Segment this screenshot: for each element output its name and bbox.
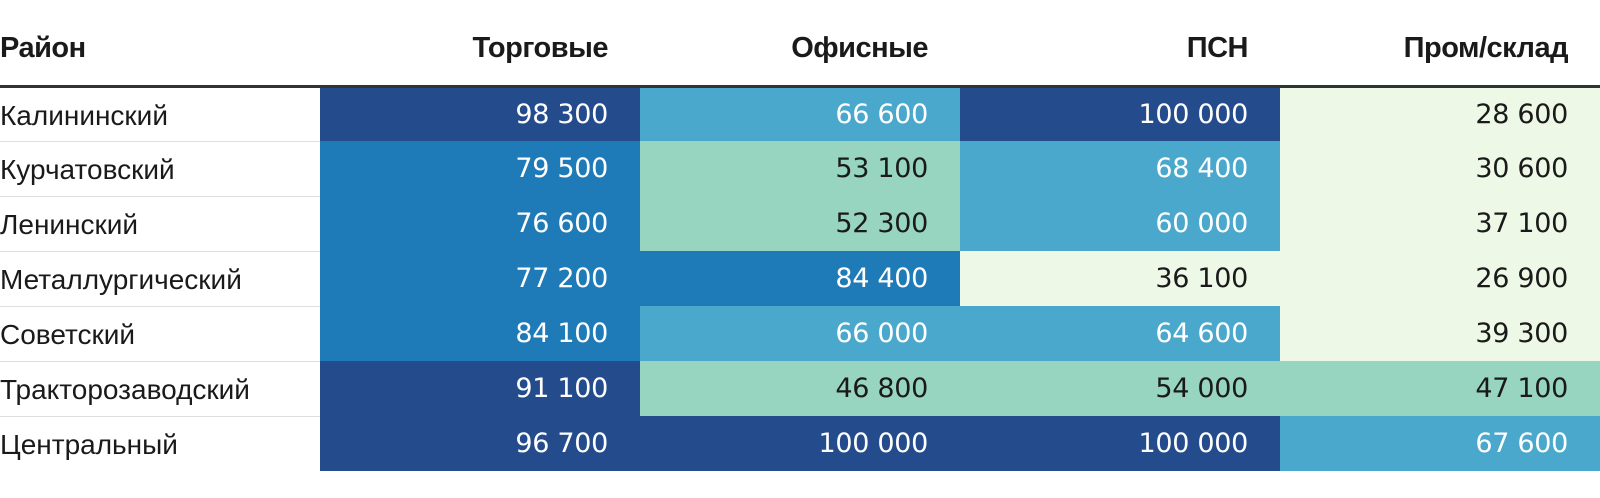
value-cell: 100 000 — [960, 416, 1280, 471]
district-name: Калининский — [0, 86, 320, 142]
value-cell: 53 100 — [640, 141, 960, 196]
table-row: Ленинский 76 600 52 300 60 000 37 100 — [0, 196, 1600, 252]
district-name: Курчатовский — [0, 141, 320, 197]
value-cell: 66 600 — [640, 86, 960, 141]
column-header-district[interactable]: Район — [0, 0, 320, 88]
value-cell: 67 600 — [1280, 416, 1600, 471]
value-cell: 60 000 — [960, 196, 1280, 251]
table-row: Тракторозаводский 91 100 46 800 54 000 47 10… — [0, 361, 1600, 417]
value-cell: 100 000 — [960, 86, 1280, 141]
header-row: Район Торговые Офисные ПСН Пром/склад — [0, 0, 1600, 88]
column-header-office[interactable]: Офисные — [640, 0, 960, 88]
value-cell: 100 000 — [640, 416, 960, 471]
value-cell: 84 100 — [320, 306, 640, 361]
value-cell: 39 300 — [1280, 306, 1600, 361]
value-cell: 98 300 — [320, 86, 640, 141]
table-row: Калининский 98 300 66 600 100 000 28 600 — [0, 86, 1600, 142]
district-name: Ленинский — [0, 196, 320, 252]
value-cell: 96 700 — [320, 416, 640, 471]
value-cell: 64 600 — [960, 306, 1280, 361]
table-row: Курчатовский 79 500 53 100 68 400 30 600 — [0, 141, 1600, 197]
value-cell: 28 600 — [1280, 86, 1600, 141]
table-row: Советский 84 100 66 000 64 600 39 300 — [0, 306, 1600, 362]
value-cell: 37 100 — [1280, 196, 1600, 251]
value-cell: 84 400 — [640, 251, 960, 306]
value-cell: 77 200 — [320, 251, 640, 306]
value-cell: 47 100 — [1280, 361, 1600, 416]
value-cell: 91 100 — [320, 361, 640, 416]
district-name: Тракторозаводский — [0, 361, 320, 417]
table-row: Центральный 96 700 100 000 100 000 67 600 — [0, 416, 1600, 471]
value-cell: 79 500 — [320, 141, 640, 196]
column-header-retail[interactable]: Торговые — [320, 0, 640, 88]
district-name: Металлургический — [0, 251, 320, 307]
column-header-psn[interactable]: ПСН — [960, 0, 1280, 88]
district-name: Центральный — [0, 428, 178, 460]
district-name: Советский — [0, 306, 320, 362]
value-cell: 36 100 — [960, 251, 1280, 306]
table-header: Район Торговые Офисные ПСН Пром/склад — [0, 0, 1600, 88]
value-cell: 46 800 — [640, 361, 960, 416]
value-cell: 26 900 — [1280, 251, 1600, 306]
value-cell: 52 300 — [640, 196, 960, 251]
value-cell: 66 000 — [640, 306, 960, 361]
table-body: Калининский 98 300 66 600 100 000 28 600 Курч… — [0, 86, 1600, 471]
value-cell: 30 600 — [1280, 141, 1600, 196]
heatmap-table: Район Торговые Офисные ПСН Пром/склад Ка… — [0, 0, 1600, 471]
value-cell: 54 000 — [960, 361, 1280, 416]
column-header-industrial[interactable]: Пром/склад — [1280, 0, 1600, 88]
heatmap-table-container: Район Торговые Офисные ПСН Пром/склад Ка… — [0, 0, 1600, 471]
value-cell: 76 600 — [320, 196, 640, 251]
value-cell: 68 400 — [960, 141, 1280, 196]
table-row: Металлургический 77 200 84 400 36 100 26 900 — [0, 251, 1600, 307]
